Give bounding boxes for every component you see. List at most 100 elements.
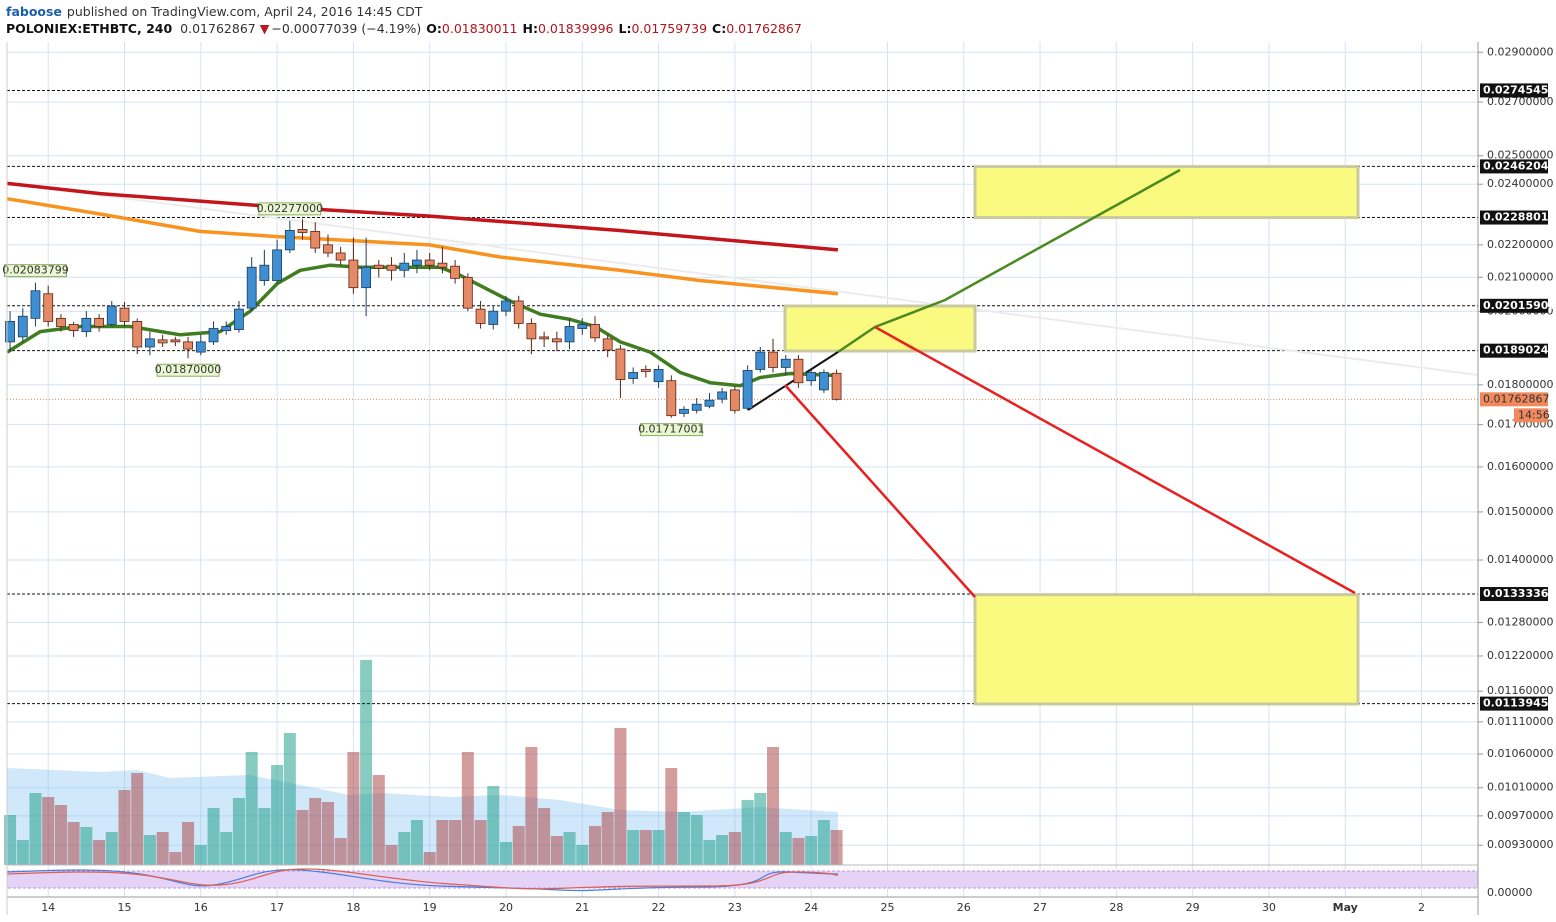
candle-body [806, 372, 817, 382]
candle-body [221, 326, 232, 331]
projection-line [837, 168, 1181, 354]
candle-body [106, 305, 117, 325]
candle-body [43, 293, 54, 322]
candle-body [335, 252, 346, 261]
y-tick-label: 0.02900000 [1487, 45, 1553, 58]
candle-body [780, 358, 791, 368]
y-tick-label: 0.00970000 [1487, 809, 1553, 822]
volume-bar [105, 832, 118, 865]
candle-body [183, 341, 193, 350]
volume-bar [54, 805, 67, 865]
ohlc-value: 0.01830011 [442, 21, 518, 36]
candle-body [551, 338, 562, 343]
level-label: 0.02288019 [1483, 211, 1556, 224]
target-zone [973, 165, 1360, 220]
ohlc-label: C: [712, 21, 726, 36]
ohlc-label: O: [426, 21, 442, 36]
volume-bar [258, 808, 271, 865]
last-price-tag [1480, 392, 1548, 407]
y-tick-label: 0.01220000 [1487, 649, 1553, 662]
grid [7, 42, 1478, 897]
ohlc-value: 0.01759739 [631, 21, 707, 36]
moving-averages [6, 181, 839, 388]
candle-body [5, 321, 15, 343]
y-tick-label: 0.01060000 [1487, 747, 1553, 760]
quote-line: POLONIEX:ETHBTC, 240 0.01762867 ▼ −0.000770… [6, 21, 802, 36]
x-tick-label: 30 [1262, 901, 1276, 914]
volume-bar [652, 830, 665, 865]
candle-body [81, 317, 92, 333]
moving-average [6, 181, 839, 252]
volume-bar [156, 832, 169, 865]
candle-body [577, 324, 588, 329]
level-tag [1480, 159, 1548, 174]
last-price: 0.01762867 [180, 21, 256, 36]
y-tick-label: 0.02400000 [1487, 177, 1553, 190]
level-tag [1480, 587, 1548, 602]
volume-bar [703, 840, 716, 865]
volume-bar [817, 820, 830, 865]
annotation-label: 0.01717001 [638, 423, 704, 436]
candle-body [424, 259, 435, 266]
volume-bar [677, 812, 690, 865]
price-axis [1478, 0, 1556, 922]
candle-body [539, 336, 550, 340]
candle-body [361, 266, 372, 289]
volume-bar [220, 832, 233, 865]
volume-bar [639, 830, 652, 865]
volume-bars [4, 660, 843, 865]
volume-bar [538, 808, 551, 865]
volume-bar [245, 752, 258, 865]
volume-bar [296, 810, 309, 865]
ohlc-value: 0.01839996 [538, 21, 614, 36]
y-tick-label: 0.02100000 [1487, 270, 1553, 283]
ohlc-label: L: [619, 21, 632, 36]
x-tick-label: 17 [270, 901, 284, 914]
volume-bar [779, 832, 792, 865]
volume-bar [131, 773, 144, 865]
volume-bar [436, 820, 449, 865]
trendline [747, 351, 839, 411]
candle-body [297, 228, 308, 233]
volume-bar [143, 835, 156, 865]
volume-bar [410, 820, 423, 865]
candle-body [666, 380, 677, 417]
annotation-box [639, 423, 703, 437]
level-tag [1480, 696, 1548, 711]
candle-body [475, 308, 486, 324]
annotation-box [258, 202, 322, 216]
oscillator-line [6, 868, 839, 890]
annotations: 0.02083799 0.02277000 0.01870000 0.01717001 [2, 202, 705, 437]
level-label: 0.01890246 [1483, 344, 1556, 357]
y-tick-label: 0.01160000 [1487, 684, 1553, 697]
x-tick-label: May [1333, 901, 1358, 914]
ohlc-value: 0.01762867 [726, 21, 802, 36]
volume-bar [321, 802, 334, 865]
volume-bar [576, 845, 589, 865]
candle-body [742, 370, 753, 409]
volume-bar [80, 827, 93, 865]
candle-body [348, 259, 359, 289]
volume-bar [461, 752, 474, 865]
countdown-label: 14:56 [1518, 408, 1550, 421]
volume-bar [487, 786, 500, 865]
volume-bar [665, 768, 678, 865]
y-tick-label: 0.02200000 [1487, 238, 1553, 251]
volume-bar [563, 832, 576, 865]
x-tick-label: 19 [423, 901, 437, 914]
moving-average [6, 196, 839, 296]
level-label: 0.02745457 [1483, 83, 1556, 96]
y-tick-label: 0.01400000 [1487, 553, 1553, 566]
candle-body [717, 391, 728, 400]
candle-body [132, 321, 143, 348]
volume-bar [42, 797, 55, 865]
volume-bar [754, 793, 767, 865]
volume-bar [449, 820, 462, 865]
candle-body [450, 265, 460, 279]
volume-bar [283, 733, 296, 865]
x-tick-label: 28 [1109, 901, 1123, 914]
candle-body [590, 324, 600, 339]
oscillator-band [6, 870, 1479, 889]
candle-body [272, 249, 282, 281]
candle-body [195, 341, 206, 353]
